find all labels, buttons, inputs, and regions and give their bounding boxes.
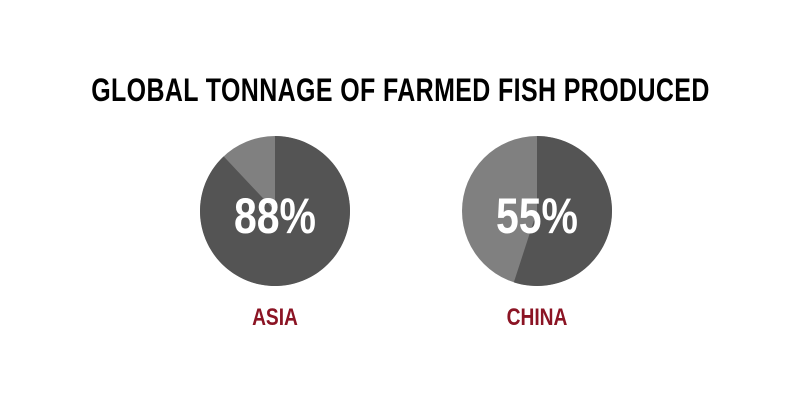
pie-value-label: 55% (496, 188, 578, 244)
chart-title-text: GLOBAL TONNAGE OF FARMED FISH PRODUCED (90, 72, 710, 108)
pie-category-label: ASIA (252, 303, 298, 331)
pie-value-label: 88% (234, 188, 316, 244)
pie-category-label: CHINA (507, 303, 568, 331)
pie-slice-value (200, 136, 351, 286)
pie-slice-value (513, 136, 613, 286)
chart-title: GLOBAL TONNAGE OF FARMED FISH PRODUCED (0, 72, 800, 109)
pie-asia: 88% ASIA (200, 136, 351, 331)
pie-china: 55% CHINA (462, 136, 613, 331)
